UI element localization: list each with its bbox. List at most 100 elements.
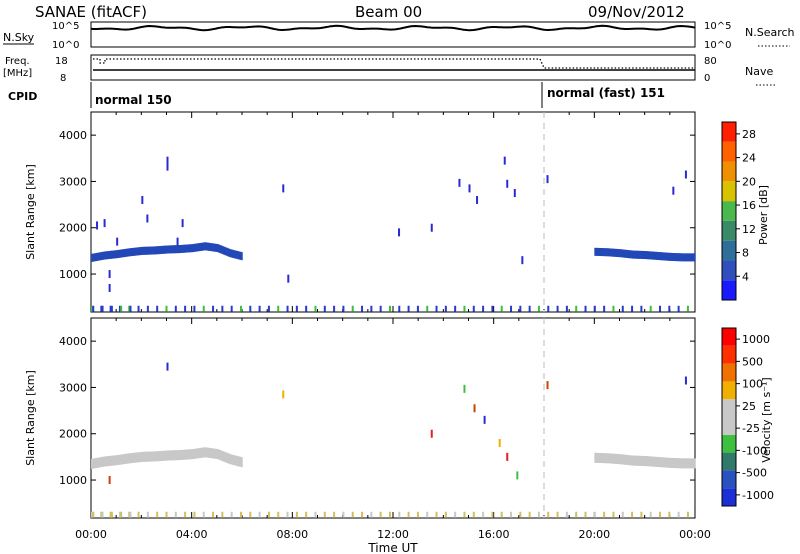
data-point [122, 454, 125, 465]
nave-trace [93, 58, 695, 69]
data-point [157, 246, 160, 255]
data-point [295, 305, 298, 312]
data-point [231, 454, 234, 465]
data-point [678, 253, 681, 262]
data-point [122, 249, 125, 258]
data-point [686, 253, 689, 262]
data-point [216, 244, 219, 253]
data-point [166, 156, 169, 165]
data-point [101, 456, 104, 467]
data-point [229, 249, 232, 258]
data-point [595, 452, 598, 463]
data-point [295, 511, 298, 518]
data-point [146, 214, 149, 223]
data-point [648, 251, 651, 260]
data-point [599, 248, 602, 256]
data-point [187, 244, 190, 253]
data-point [202, 242, 205, 251]
data-point [611, 453, 614, 464]
data-point [136, 247, 139, 256]
data-point [205, 447, 208, 458]
data-point [174, 305, 177, 312]
colorbar-tick-label: 12 [742, 223, 756, 236]
data-point [110, 511, 113, 518]
data-point [634, 455, 637, 466]
data-point [206, 447, 209, 458]
cpid-segment-2: normal (fast) 151 [547, 86, 665, 100]
nave-tick-top: 80 [704, 56, 717, 67]
data-point [638, 455, 641, 466]
data-point [229, 454, 232, 465]
data-point [166, 450, 169, 461]
data-point [171, 450, 174, 461]
data-point [176, 450, 179, 461]
data-point [305, 305, 308, 312]
data-point [640, 511, 643, 518]
data-point [608, 248, 611, 257]
data-point [223, 246, 226, 255]
data-point [655, 456, 658, 467]
data-point [663, 457, 666, 468]
data-point [158, 451, 161, 462]
data-point [483, 415, 486, 424]
data-point [137, 305, 140, 312]
data-point [215, 243, 218, 252]
nave-tick-bottom: 0 [704, 73, 710, 84]
data-point [109, 305, 112, 312]
data-point [179, 245, 182, 254]
data-point [674, 458, 677, 469]
data-point [684, 458, 687, 469]
data-point [236, 456, 239, 467]
date-title: 09/Nov/2012 [588, 3, 685, 21]
data-point [230, 511, 233, 518]
data-point [170, 245, 173, 254]
data-point [657, 456, 660, 467]
data-point [342, 305, 345, 312]
data-point [282, 184, 285, 193]
colorbar-swatch [722, 328, 736, 346]
data-point [240, 457, 243, 468]
data-point [110, 305, 113, 312]
y-tick-label: 3000 [59, 175, 87, 188]
data-point [650, 456, 653, 467]
colorbar-swatch [722, 470, 736, 489]
data-point [672, 186, 675, 195]
data-point [613, 453, 616, 464]
data-point [169, 450, 172, 461]
data-point [225, 247, 228, 256]
data-point [625, 454, 628, 465]
data-point [141, 451, 144, 462]
data-point [629, 455, 632, 466]
data-point [190, 244, 193, 253]
data-point [146, 451, 149, 462]
data-point [603, 248, 606, 257]
data-point [659, 511, 662, 518]
data-point [430, 429, 433, 438]
data-point [649, 251, 652, 260]
data-point [94, 458, 97, 469]
data-point [634, 250, 637, 259]
data-point [133, 247, 136, 256]
data-point [683, 458, 686, 469]
data-point [119, 249, 122, 258]
colorbar-swatch [722, 201, 736, 221]
colorbar-tick-label: 25 [742, 400, 756, 413]
data-point [219, 450, 222, 461]
y-tick-label: 2000 [59, 222, 87, 235]
data-point [454, 305, 457, 312]
data-point [121, 249, 124, 258]
data-point [161, 245, 164, 254]
data-point [606, 453, 609, 464]
data-point [186, 449, 189, 460]
data-point [189, 449, 192, 460]
data-point [141, 246, 144, 255]
data-point [610, 248, 613, 257]
data-point [370, 511, 373, 518]
nsky-bottom-tick: 10^0 [52, 40, 79, 51]
colorbar-frame [721, 327, 737, 507]
data-point [128, 305, 131, 312]
data-point [688, 458, 691, 469]
data-point [212, 305, 215, 312]
data-point [673, 253, 676, 262]
data-point [174, 245, 177, 254]
